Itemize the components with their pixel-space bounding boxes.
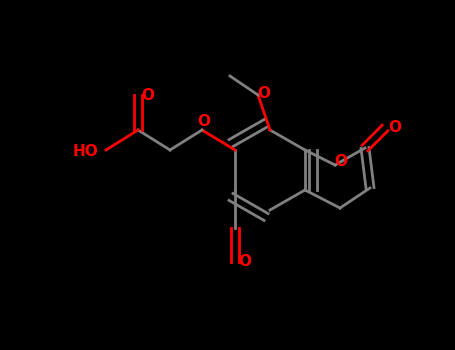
Text: O: O (142, 88, 155, 103)
Text: O: O (389, 120, 401, 135)
Text: O: O (238, 254, 252, 270)
Text: O: O (334, 154, 348, 168)
Text: O: O (258, 85, 271, 100)
Text: HO: HO (72, 145, 98, 160)
Text: O: O (197, 114, 211, 130)
